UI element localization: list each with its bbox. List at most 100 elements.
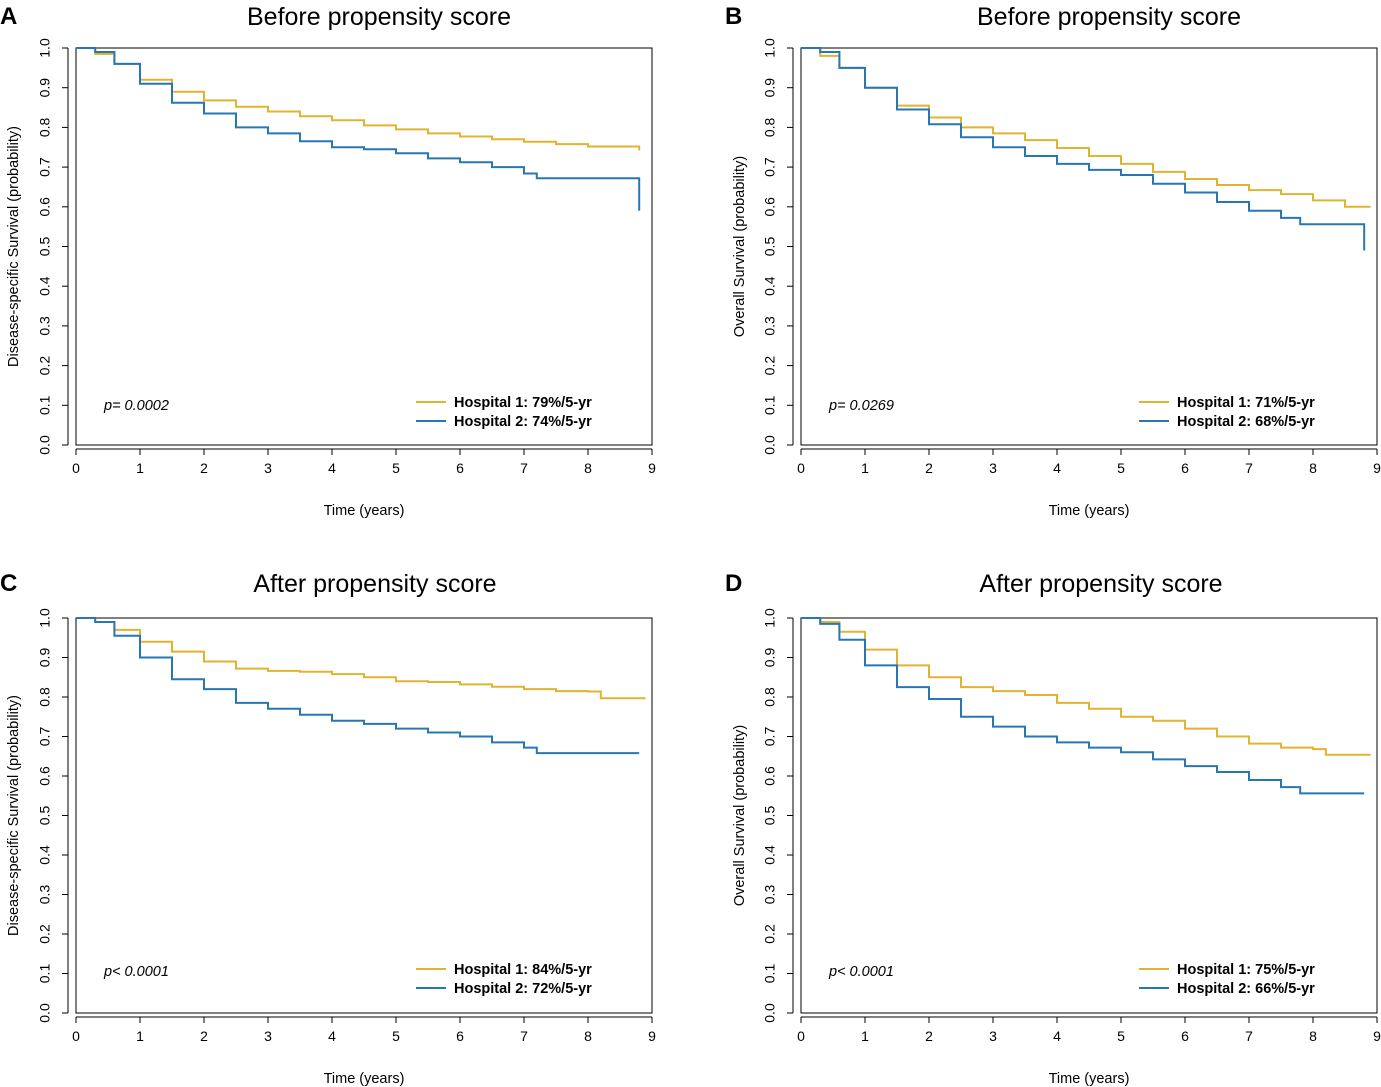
- y-tick-label: 0.0: [37, 435, 53, 455]
- panel-b: B Before propensity score 0 1 2 3 4 5 6 7 8 9 Time…: [725, 3, 1381, 519]
- x-tick-label: 0: [797, 1028, 805, 1044]
- hospital-2-curve: [801, 47, 1366, 251]
- hospital-2-curve: [801, 617, 1365, 795]
- x-tick-label: 5: [392, 1028, 400, 1044]
- panel-d: D After propensity score 0 1 2 3 4 5 6 7 8 9 Time …: [725, 570, 1381, 1087]
- hospital-2-curve: [76, 617, 640, 755]
- y-axis-label: Disease-specific Survival (probability): [6, 695, 22, 936]
- p-value: p= 0.0269: [828, 398, 894, 414]
- x-tick-label: 3: [989, 460, 997, 476]
- hospital-1-curve: [801, 47, 1371, 208]
- legend-label-hospital-2: Hospital 2: 66%/5-yr: [1177, 981, 1315, 997]
- y-axis-label: Disease-specific Survival (probability): [6, 126, 22, 367]
- x-tick-label: 1: [861, 1028, 869, 1044]
- y-tick-label: 0.4: [762, 845, 778, 865]
- x-tick-label: 3: [264, 1028, 272, 1044]
- legend-label-hospital-2: Hospital 2: 74%/5-yr: [454, 414, 592, 430]
- hospital-1-curve: [76, 617, 646, 700]
- y-tick-label: 0.6: [37, 766, 53, 786]
- x-axis-label: Time (years): [324, 503, 405, 519]
- x-tick-label: 5: [1117, 1028, 1125, 1044]
- x-tick-label: 9: [1373, 460, 1381, 476]
- x-tick-label: 9: [648, 1028, 656, 1044]
- hospital-1-curve: [76, 47, 641, 151]
- y-tick-label: 0.8: [37, 117, 53, 137]
- y-tick-label: 0.5: [37, 237, 53, 257]
- y-tick-label: 0.2: [762, 924, 778, 944]
- x-tick-label: 6: [456, 460, 464, 476]
- panel-a: A Before propensity score 0 1 2 3 4 5 6 7 8 9 Time…: [0, 3, 656, 519]
- panel-a-title: Before propensity score: [247, 3, 511, 31]
- x-tick-label: 6: [1181, 1028, 1189, 1044]
- legend-label-hospital-1: Hospital 1: 84%/5-yr: [454, 962, 592, 978]
- x-tick-label: 6: [456, 1028, 464, 1044]
- y-tick-label: 0.1: [762, 395, 778, 415]
- y-tick-label: 0.3: [762, 316, 778, 336]
- y-tick-label: 1.0: [762, 38, 778, 58]
- y-tick-label: 0.1: [37, 395, 53, 415]
- legend-label-hospital-1: Hospital 1: 79%/5-yr: [454, 395, 592, 411]
- x-tick-label: 9: [648, 460, 656, 476]
- y-tick-label: 0.8: [37, 687, 53, 707]
- legend-label-hospital-1: Hospital 1: 71%/5-yr: [1177, 395, 1315, 411]
- y-tick-label: 0.1: [37, 964, 53, 984]
- y-tick-label: 0.9: [762, 648, 778, 668]
- x-tick-label: 2: [925, 460, 933, 476]
- x-tick-label: 8: [584, 1028, 592, 1044]
- plot-frame: [800, 47, 1378, 446]
- y-tick-label: 0.2: [762, 356, 778, 376]
- y-tick-label: 0.9: [762, 78, 778, 98]
- y-tick-label: 0.7: [37, 157, 53, 177]
- y-tick-label: 0.5: [762, 237, 778, 257]
- legend-label-hospital-1: Hospital 1: 75%/5-yr: [1177, 962, 1315, 978]
- panel-label-a: A: [0, 3, 17, 30]
- y-tick-label: 0.5: [37, 806, 53, 826]
- y-tick-label: 0.4: [37, 276, 53, 296]
- plot-frame: [800, 617, 1378, 1014]
- panel-d-title: After propensity score: [979, 570, 1222, 598]
- x-tick-label: 7: [1245, 1028, 1253, 1044]
- x-tick-label: 2: [925, 1028, 933, 1044]
- x-tick-label: 8: [1309, 460, 1317, 476]
- x-tick-label: 6: [1181, 460, 1189, 476]
- panel-b-plot: 0 1 2 3 4 5 6 7 8 9 Time (years) 0.0 0.1 0.2 0.3 0.4 0.5…: [732, 38, 1381, 519]
- x-tick-label: 7: [520, 1028, 528, 1044]
- panel-d-plot: 0 1 2 3 4 5 6 7 8 9 Time (years) 0.0 0.1 0.2 0.3 0.4 0.5…: [732, 608, 1381, 1087]
- p-value: p= 0.0002: [103, 398, 169, 414]
- y-tick-label: 0.1: [762, 964, 778, 984]
- y-tick-label: 0.7: [37, 727, 53, 747]
- hospital-1-curve: [801, 617, 1371, 756]
- x-axis-label: Time (years): [1049, 503, 1130, 519]
- x-tick-label: 0: [72, 460, 80, 476]
- y-tick-label: 0.0: [762, 435, 778, 455]
- plot-frame: [75, 47, 653, 446]
- x-tick-label: 3: [989, 1028, 997, 1044]
- y-axis-label: Overall Survival (probability): [732, 156, 748, 337]
- legend-label-hospital-2: Hospital 2: 68%/5-yr: [1177, 414, 1315, 430]
- x-tick-label: 0: [72, 1028, 80, 1044]
- y-tick-label: 1.0: [762, 608, 778, 628]
- panel-a-plot: 0 1 2 3 4 5 6 7 8 9 Time (years) 0.0 0.1 0.2 0.3 0.4 0.5…: [6, 38, 656, 519]
- y-tick-label: 1.0: [37, 38, 53, 58]
- x-tick-label: 7: [520, 460, 528, 476]
- x-tick-label: 8: [584, 460, 592, 476]
- hospital-2-curve: [76, 47, 641, 211]
- plot-frame: [75, 617, 653, 1014]
- x-tick-label: 7: [1245, 460, 1253, 476]
- x-tick-label: 4: [1053, 460, 1061, 476]
- y-axis-label: Overall Survival (probability): [732, 725, 748, 906]
- y-tick-label: 0.6: [762, 197, 778, 217]
- legend-label-hospital-2: Hospital 2: 72%/5-yr: [454, 981, 592, 997]
- panel-c-plot: 0 1 2 3 4 5 6 7 8 9 Time (years) 0.0 0.1 0.2 0.3 0.4 0.5…: [6, 608, 656, 1087]
- y-tick-label: 0.9: [37, 78, 53, 98]
- panel-c-title: After propensity score: [253, 570, 496, 598]
- x-axis-label: Time (years): [324, 1071, 405, 1087]
- x-tick-label: 9: [1373, 1028, 1381, 1044]
- y-tick-label: 0.6: [762, 766, 778, 786]
- y-tick-label: 0.9: [37, 648, 53, 668]
- y-tick-label: 0.2: [37, 924, 53, 944]
- y-tick-label: 0.4: [37, 845, 53, 865]
- x-axis-label: Time (years): [1049, 1071, 1130, 1087]
- y-tick-label: 0.7: [762, 157, 778, 177]
